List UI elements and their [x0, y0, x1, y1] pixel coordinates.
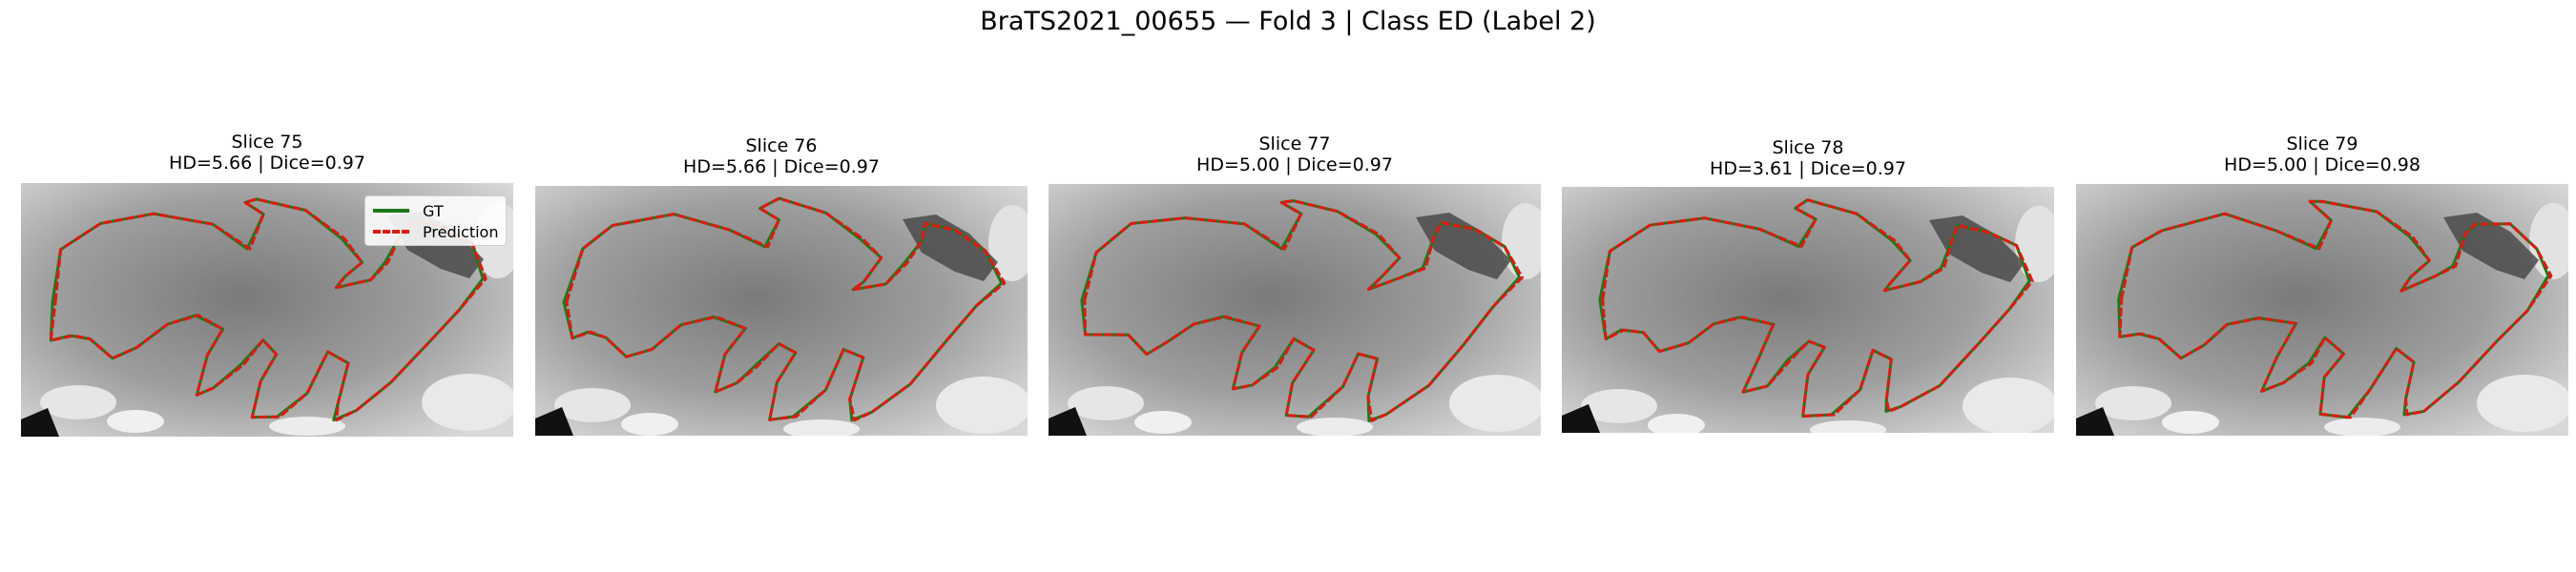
- tissue-region: [40, 385, 116, 419]
- mri-slice-image: [2076, 184, 2568, 436]
- prediction-contour: [2118, 199, 2553, 419]
- ventricle-region: [903, 214, 998, 281]
- prediction-contour: [1601, 198, 2034, 418]
- legend-entry-gt: GT: [373, 200, 498, 221]
- tissue-region: [783, 419, 860, 436]
- legend-prediction-label: Prediction: [423, 222, 499, 241]
- prediction-contour: [49, 197, 488, 422]
- corner-shadow: [1562, 404, 1600, 433]
- slice-label: Slice 77: [1258, 133, 1331, 154]
- tissue-region: [269, 417, 345, 436]
- mri-slice-image: [1049, 184, 1541, 436]
- tissue-region: [2324, 418, 2400, 436]
- gt-line-swatch: [373, 209, 409, 213]
- corner-shadow: [535, 407, 573, 436]
- mri-slice-image: [1562, 187, 2054, 433]
- corner-shadow: [2076, 407, 2114, 436]
- tissue-region: [1648, 414, 1705, 433]
- tissue-region: [936, 377, 1028, 434]
- figure-title: BraTS2021_00655 — Fold 3 | Class ED (Lab…: [980, 7, 1596, 36]
- tissue-region: [1810, 420, 1886, 433]
- prediction-contour: [565, 196, 1007, 422]
- tissue-region: [1449, 375, 1541, 432]
- tissue-region: [2477, 375, 2568, 432]
- slice-label: Slice 76: [745, 135, 818, 156]
- legend-entry-prediction: Prediction: [373, 221, 498, 242]
- panel-title: Slice 77 HD=5.00 | Dice=0.97: [1049, 133, 1541, 175]
- tissue-region: [422, 374, 513, 431]
- panel-title: Slice 79 HD=5.00 | Dice=0.98: [2076, 133, 2568, 175]
- panel-title: Slice 76 HD=5.66 | Dice=0.97: [535, 135, 1028, 177]
- slice-label: Slice 75: [231, 132, 303, 153]
- metrics-label: HD=3.61 | Dice=0.97: [1710, 158, 1906, 179]
- prediction-line-swatch: [373, 230, 409, 234]
- metrics-label: HD=5.66 | Dice=0.97: [683, 156, 880, 177]
- metrics-label: HD=5.00 | Dice=0.97: [1196, 154, 1393, 175]
- tissue-region: [1134, 411, 1192, 434]
- tissue-region: [1581, 389, 1657, 423]
- corner-shadow: [1049, 407, 1087, 436]
- tissue-region: [2529, 203, 2568, 279]
- tissue-region: [1963, 378, 2054, 433]
- tissue-region: [2162, 411, 2219, 434]
- metrics-label: HD=5.66 | Dice=0.97: [169, 153, 365, 174]
- tissue-region: [621, 413, 678, 436]
- corner-shadow: [21, 408, 59, 437]
- legend: GT Prediction: [364, 195, 508, 246]
- tissue-region: [554, 388, 631, 422]
- slice-label: Slice 78: [1772, 137, 1844, 158]
- tissue-region: [988, 205, 1028, 281]
- ventricle-region: [2443, 213, 2539, 279]
- tissue-region: [2095, 386, 2171, 420]
- mri-slice-image: [535, 186, 1028, 436]
- tissue-region: [107, 410, 164, 433]
- tissue-region: [1068, 386, 1144, 420]
- metrics-label: HD=5.00 | Dice=0.98: [2224, 154, 2420, 175]
- tissue-region: [1297, 418, 1373, 436]
- prediction-contour: [1083, 199, 1524, 422]
- panel-title: Slice 78 HD=3.61 | Dice=0.97: [1562, 137, 2054, 179]
- slice-label: Slice 79: [2286, 133, 2358, 154]
- ventricle-region: [1929, 215, 2025, 282]
- legend-gt-label: GT: [423, 201, 444, 220]
- panel-title: Slice 75 HD=5.66 | Dice=0.97: [21, 132, 513, 174]
